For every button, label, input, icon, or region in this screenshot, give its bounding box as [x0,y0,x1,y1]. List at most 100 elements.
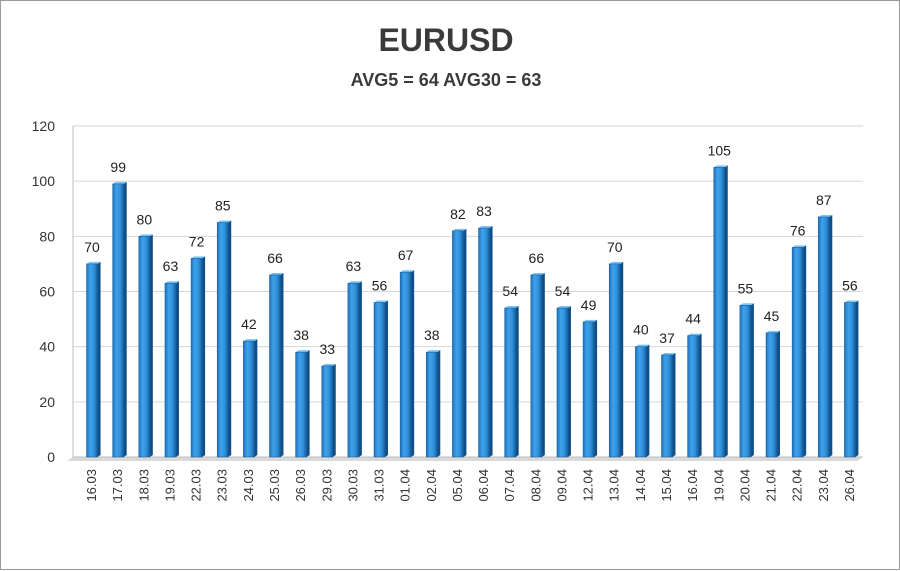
bar-top [766,330,781,333]
bar-side [97,261,101,457]
bar-side [254,339,258,457]
bar-16.03 [86,261,101,458]
bar-top [478,226,493,229]
bar [269,274,281,458]
x-tick-label: 19.04 [711,469,726,502]
y-axis: 0 20 40 60 80 100 120 [32,118,56,465]
bar [321,365,334,458]
data-label: 33 [319,341,335,357]
bar [556,307,569,458]
data-label: 56 [372,278,388,294]
data-label: 37 [659,330,675,346]
y-tick-label: 0 [47,449,55,465]
bar-31.03 [373,300,389,458]
bar [661,354,673,458]
y-tick-label: 40 [39,339,55,355]
bar-side [777,330,781,457]
bar [791,247,804,458]
x-tick-label: 05.04 [450,469,465,502]
bar-side [437,350,441,457]
x-tick-label: 16.03 [84,469,99,502]
bar-23.03 [216,220,232,458]
bar-05.04 [452,228,467,458]
bar [582,321,595,458]
x-tick-label: 07.04 [502,469,517,502]
bar-side [280,272,284,457]
bar-side [385,300,389,457]
bar-side [855,300,859,457]
x-tick-label: 18.03 [136,469,151,502]
data-label: 99 [110,159,126,175]
chart-title: EURUSD [378,22,513,58]
bar-top [739,303,754,306]
data-label: 63 [163,258,179,274]
bar-side [228,220,232,457]
bar-22.04 [791,245,807,458]
bar [844,302,856,458]
x-tick-label: 16.04 [685,469,700,502]
bar-06.04 [478,226,493,458]
bar [452,230,464,458]
bar-top [164,281,179,284]
x-tick-label: 08.04 [528,469,543,502]
data-labels: 70 99 80 63 72 85 42 66 38 33 63 56 67 38 82 83 54 66 54 49… [84,142,858,357]
bar-02.04 [426,350,441,458]
bar-top [295,350,310,353]
data-label: 38 [424,327,440,343]
x-tick-label: 21.04 [764,469,779,502]
x-tick-label: 20.04 [737,469,752,502]
bar [818,216,830,458]
data-label: 67 [398,247,414,263]
bar-22.03 [190,256,206,458]
bar [635,346,647,458]
bar [739,304,752,458]
bar-17.03 [112,181,127,458]
bar-side [332,363,336,457]
bar [399,271,412,458]
bar [530,274,543,458]
bar [765,332,778,458]
bar-20.04 [739,303,754,458]
x-tick-label: 24.03 [241,469,256,502]
data-label: 70 [84,239,100,255]
x-tick-label: 31.03 [372,469,387,502]
bar [138,236,151,458]
bar-top [321,363,336,366]
data-label: 40 [633,322,649,338]
bar-26.03 [295,350,310,458]
bar [164,282,177,458]
bar [190,258,203,458]
bar-16.04 [687,333,702,458]
bar-top [713,165,728,168]
x-axis: 16.03 17.03 18.03 19.03 22.03 23.03 24.03 25.03… [84,469,857,502]
bar-side [149,234,153,457]
bar-side [202,256,206,457]
x-tick-label: 02.04 [424,469,439,502]
data-label: 70 [607,239,623,255]
data-label: 80 [137,211,153,227]
bar-top [844,300,859,303]
bar [687,335,699,458]
bar-side [463,228,467,457]
x-tick-label: 23.04 [816,469,831,502]
bar-30.03 [347,281,362,458]
x-tick-label: 26.03 [293,469,308,502]
bar [243,340,255,458]
x-tick-label: 09.04 [554,469,569,502]
data-label: 38 [293,327,309,343]
x-tick-label: 29.03 [319,469,334,502]
y-tick-label: 80 [39,228,55,244]
chart-subtitle: AVG5 = 64 AVG30 = 63 [351,70,542,90]
data-label: 72 [189,233,205,249]
bar-side [175,281,179,457]
y-tick-label: 60 [39,284,55,300]
x-tick-label: 12.04 [581,469,596,502]
x-tick-label: 14.04 [633,469,648,502]
x-tick-label: 06.04 [476,469,491,502]
data-label: 63 [346,258,362,274]
x-tick-label: 23.03 [215,469,230,502]
bar-side [620,261,624,457]
bar-top [217,220,232,223]
bar [86,263,98,458]
